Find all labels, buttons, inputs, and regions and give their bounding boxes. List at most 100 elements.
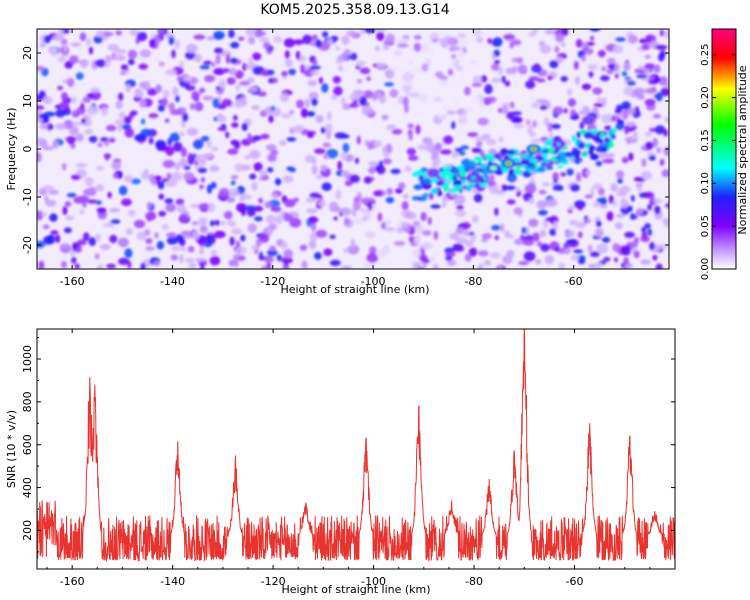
spectrogram-cell (179, 254, 184, 264)
spectrogram-cell (598, 49, 606, 58)
spectrogram-cell (283, 249, 293, 259)
spectrogram-cell (446, 110, 456, 115)
spectrogram-cell (432, 263, 439, 269)
spectrogram-cell (335, 45, 340, 51)
spectrogram-cell (393, 241, 406, 246)
spectrogram-peak (491, 166, 496, 170)
spectrogram-cell (206, 140, 212, 148)
spectrogram-cell (356, 135, 361, 145)
spectrogram-cell (654, 205, 661, 215)
spectrogram-cell (44, 195, 49, 203)
spectrogram-cell (603, 153, 615, 158)
spectrogram-cell (323, 153, 329, 160)
spectrogram-cell (600, 66, 607, 72)
spectrogram-cell (386, 143, 392, 153)
spectrogram-cell (395, 188, 403, 194)
spectrogram-cell (537, 166, 546, 173)
spectrogram-cell (93, 35, 103, 44)
spectrogram-cell (471, 82, 482, 87)
spectrogram-cell (514, 165, 522, 170)
y-tick-label: -20 (21, 236, 34, 254)
spectrogram-cell (37, 210, 44, 221)
spectrogram-cell (85, 38, 92, 46)
spectrogram-cell (207, 202, 216, 213)
spectrogram-cell (476, 36, 484, 44)
spectrogram-cell (622, 109, 629, 120)
spectrogram-cell (555, 155, 561, 160)
spectrogram-cell (341, 170, 350, 177)
spectrogram-cell (610, 134, 616, 140)
spectrogram-cell (435, 181, 445, 186)
spectrogram-cell (376, 31, 385, 41)
spectrogram-cell (539, 105, 548, 110)
spectrogram-cell (212, 98, 220, 108)
spectrogram-cell (95, 184, 104, 192)
spectrogram-cell (230, 175, 239, 180)
spectrogram-cell (644, 63, 655, 69)
spectrogram-cell (608, 194, 614, 204)
spectrogram-cell (414, 224, 424, 234)
spectrogram-cell (636, 94, 646, 100)
spectrogram-cell (528, 197, 535, 205)
spectrogram-cell (343, 247, 350, 253)
spectrogram-cell (315, 39, 322, 48)
spectrogram-cell (261, 174, 270, 181)
spectrogram-cell (452, 185, 463, 189)
spectrogram-cell (624, 263, 634, 269)
colorbar-tick-label: 0.15 (700, 129, 711, 151)
spectrogram-cell (632, 239, 639, 248)
spectrogram-cell (381, 222, 386, 230)
spectrogram-cell (46, 234, 56, 245)
spectrogram-cell (42, 224, 50, 230)
spectrogram-cell (308, 91, 319, 101)
spectrogram-cell (71, 256, 77, 264)
spectrogram-cell (643, 191, 655, 199)
spectrogram-cell (513, 169, 523, 175)
spectrogram-cell (99, 243, 111, 251)
spectrogram-cell (476, 141, 483, 148)
spectrogram-cell (171, 171, 183, 182)
spectrogram-cell (182, 230, 193, 239)
spectrogram-cell (422, 242, 433, 250)
spectrogram-cell (166, 236, 178, 245)
spectrogram-cell (340, 151, 348, 161)
spectrogram-cell (563, 108, 568, 114)
spectrogram-cell (541, 159, 551, 163)
spectrogram-cell (458, 38, 468, 49)
spectrogram-cell (464, 240, 474, 248)
spectrogram-cell (577, 142, 586, 149)
spectrogram-cell (513, 123, 524, 129)
spectrogram-cell (617, 119, 625, 125)
spectrogram-cell (121, 198, 132, 207)
spectrogram-cell (663, 220, 669, 228)
spectrogram-cell (161, 97, 168, 107)
spectrogram-cell (284, 50, 290, 59)
spectrogram-cell (589, 153, 600, 160)
snr-frame (36, 328, 676, 570)
spectrogram-cell (422, 137, 433, 144)
spectrogram-cell (381, 114, 389, 121)
spectrogram-cell (633, 250, 640, 259)
spectrogram-cell (191, 230, 200, 240)
spectrogram-cell (211, 62, 216, 67)
spectrogram-cell (626, 205, 633, 212)
spectrogram-cell (57, 56, 66, 63)
spectrogram-cell (62, 206, 68, 216)
spectrogram-cell (382, 158, 392, 165)
spectrogram-cell (391, 129, 403, 135)
spectrogram-cell (480, 163, 489, 168)
spectrogram-cell (258, 197, 263, 204)
spectrogram-cell (251, 181, 258, 191)
spectrogram-cell (295, 50, 301, 60)
spectrogram-cell (341, 134, 350, 139)
spectrogram-cell (112, 173, 119, 179)
spectrogram-cell (241, 122, 248, 132)
spectrogram-cell (186, 127, 199, 136)
spectrogram-cell (647, 228, 653, 236)
spectrogram-cell (601, 159, 614, 164)
spectrogram-cell (589, 129, 599, 134)
spectrogram-cell (351, 207, 357, 217)
spectrogram-cell (141, 118, 146, 125)
spectrogram-cell (614, 222, 623, 230)
spectrogram-cell (221, 98, 233, 107)
